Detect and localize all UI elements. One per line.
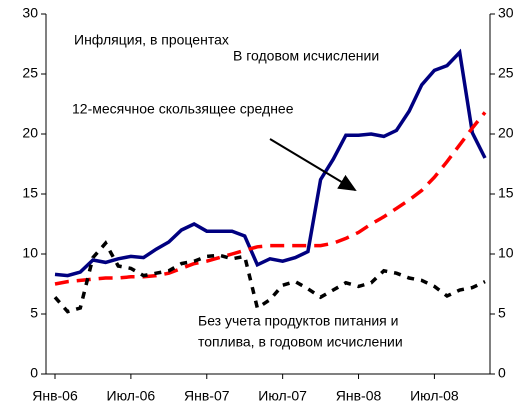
y2-tick-label: 10 [498, 245, 514, 261]
annotation: 12-месячное скользящее среднее [72, 101, 294, 117]
annotation: топлива, в годовом исчислении [198, 334, 403, 350]
series-line [54, 111, 487, 286]
arrow [269, 138, 357, 192]
y2-tick-label: 0 [498, 365, 506, 381]
annotation: Инфляция, в процентах [74, 32, 229, 48]
y-tick-label: 25 [22, 65, 38, 81]
annotation: В годовом исчислении [233, 48, 379, 64]
x-tick-label: Янв-08 [336, 388, 382, 404]
x-tick-label: Янв-07 [184, 388, 230, 404]
x-tick-label: Июл-06 [107, 388, 156, 404]
series-line [54, 48, 487, 278]
x-tick-label: Июл-08 [410, 388, 459, 404]
series-line [53, 240, 486, 314]
y-tick-label: 15 [22, 185, 38, 201]
y-tick-label: 0 [30, 365, 38, 381]
y2-tick-label: 5 [498, 305, 506, 321]
x-tick-label: Янв-06 [32, 388, 78, 404]
y-tick-label: 5 [30, 305, 38, 321]
annotation: Без учета продуктов питания и [198, 313, 398, 329]
y-tick-label: 20 [22, 125, 38, 141]
y2-tick-label: 15 [498, 185, 514, 201]
x-tick-label: Июл-07 [258, 388, 307, 404]
y-tick-label: 10 [22, 245, 38, 261]
y-tick-label: 30 [22, 5, 38, 21]
y2-tick-label: 30 [498, 5, 514, 21]
y2-tick-label: 25 [498, 65, 514, 81]
y2-tick-label: 20 [498, 125, 514, 141]
